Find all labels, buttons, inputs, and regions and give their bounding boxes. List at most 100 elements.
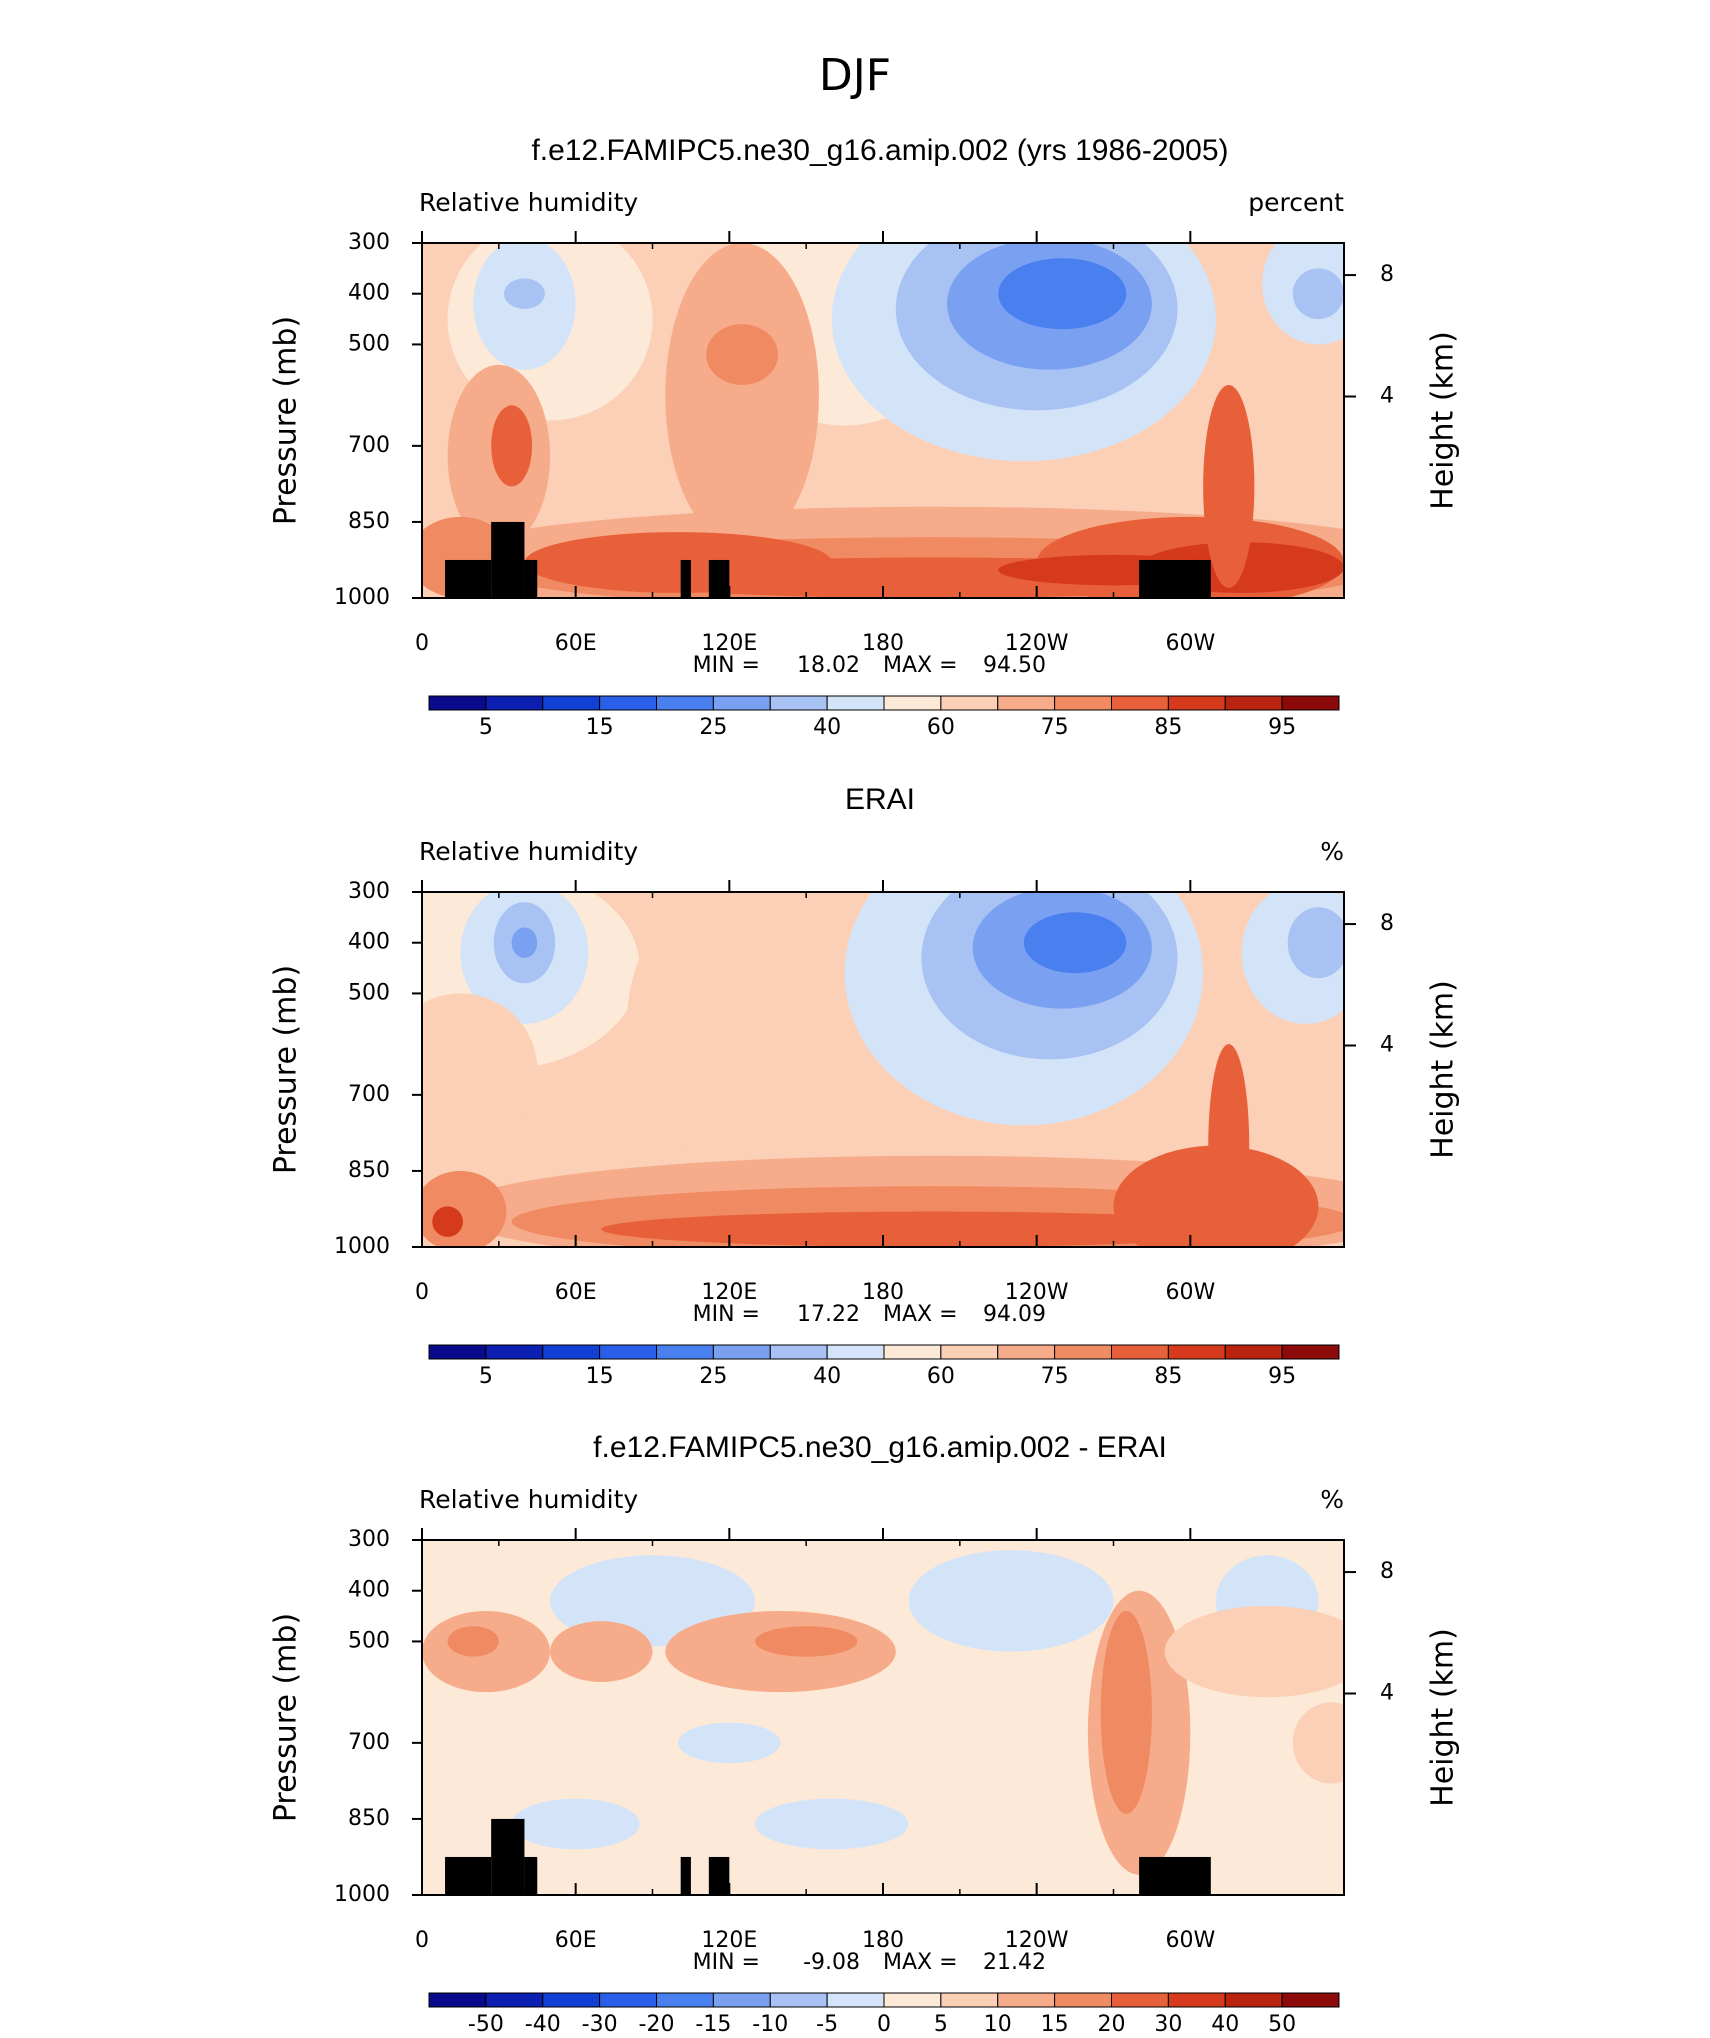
topography bbox=[491, 521, 525, 598]
y-tick-label: 850 bbox=[348, 509, 390, 534]
colorbar-box bbox=[656, 695, 714, 711]
colorbar-label: -10 bbox=[752, 2012, 788, 2037]
colorbar-box bbox=[712, 695, 771, 711]
colorbar-box bbox=[1111, 695, 1169, 711]
colorbar-box bbox=[1281, 695, 1340, 711]
colorbar-box bbox=[599, 1344, 657, 1360]
contour-fill bbox=[550, 1621, 653, 1682]
colorbar-box bbox=[599, 695, 657, 711]
panel-title: ERAI bbox=[845, 783, 915, 816]
topography bbox=[524, 559, 538, 598]
colorbar-label: -15 bbox=[695, 2012, 731, 2037]
contour-fill bbox=[1292, 1702, 1344, 1784]
y2-axis-label: Height (km) bbox=[1426, 1628, 1461, 1807]
colorbar-box bbox=[712, 1992, 771, 2008]
min-value: 17.22 bbox=[797, 1302, 860, 1327]
colorbar-label: 10 bbox=[984, 2012, 1012, 2037]
colorbar-label: 5 bbox=[934, 2012, 948, 2037]
max-value: 94.50 bbox=[983, 653, 1046, 678]
units-label: % bbox=[1320, 1485, 1344, 1514]
colorbar-label: 85 bbox=[1154, 1364, 1182, 1389]
colorbar-label: 5 bbox=[479, 715, 493, 740]
contour-fill bbox=[1287, 907, 1344, 979]
y-tick-label: 500 bbox=[348, 980, 390, 1005]
contour-fill bbox=[511, 927, 538, 958]
contour-fill bbox=[1100, 1611, 1152, 1814]
panel-title: f.e12.FAMIPC5.ne30_g16.amip.002 (yrs 198… bbox=[531, 134, 1228, 167]
contour-fill bbox=[432, 1206, 463, 1237]
colorbar-label: 50 bbox=[1268, 2012, 1296, 2037]
colorbar-label: 75 bbox=[1041, 715, 1069, 740]
contour-fill bbox=[422, 1170, 507, 1247]
x-tick-label: 120W bbox=[1005, 1280, 1069, 1305]
max-label: MAX = bbox=[883, 653, 958, 678]
contour-fill bbox=[524, 532, 832, 593]
contour-fill bbox=[998, 258, 1127, 330]
y2-tick-label: 4 bbox=[1380, 1681, 1394, 1706]
colorbar-box bbox=[883, 1344, 942, 1360]
x-tick-label: 60E bbox=[555, 1928, 597, 1953]
min-label: MIN = bbox=[693, 653, 760, 678]
x-tick-label: 0 bbox=[415, 1280, 429, 1305]
contour-fill bbox=[706, 324, 778, 386]
x-tick-label: 60W bbox=[1165, 631, 1215, 656]
x-tick-label: 60W bbox=[1165, 1928, 1215, 1953]
contour-fill bbox=[422, 993, 538, 1146]
colorbar-label: 25 bbox=[699, 1364, 727, 1389]
y2-tick-label: 8 bbox=[1380, 262, 1394, 287]
colorbar-label: -50 bbox=[468, 2012, 504, 2037]
y-tick-label: 850 bbox=[348, 1158, 390, 1183]
y-axis-label: Pressure (mb) bbox=[269, 965, 304, 1174]
y-axis-label: Pressure (mb) bbox=[269, 1613, 304, 1822]
contour-fill bbox=[754, 1626, 858, 1657]
contour-fill bbox=[1203, 385, 1255, 588]
y-tick-label: 700 bbox=[348, 1730, 390, 1755]
colorbar-label: 40 bbox=[813, 1364, 841, 1389]
colorbar-label: 5 bbox=[479, 1364, 493, 1389]
colorbar-label: 40 bbox=[1211, 2012, 1239, 2037]
colorbar-box bbox=[428, 1992, 487, 2008]
y2-tick-label: 8 bbox=[1380, 1559, 1394, 1584]
colorbar-box bbox=[826, 695, 885, 711]
panel-title: f.e12.FAMIPC5.ne30_g16.amip.002 - ERAI bbox=[593, 1431, 1167, 1464]
contour-fill bbox=[908, 1550, 1114, 1652]
colorbar-label: -20 bbox=[639, 2012, 675, 2037]
colorbar-box bbox=[1281, 1344, 1340, 1360]
colorbar-label: 15 bbox=[1041, 2012, 1069, 2037]
x-tick-label: 180 bbox=[862, 1280, 904, 1305]
colorbar-label: 40 bbox=[813, 715, 841, 740]
colorbar-box bbox=[542, 1992, 601, 2008]
contour-fill bbox=[503, 278, 545, 309]
y2-axis-label: Height (km) bbox=[1426, 331, 1461, 510]
contour-fill bbox=[1164, 1605, 1344, 1698]
topography bbox=[708, 559, 730, 598]
colorbar-box bbox=[712, 1344, 771, 1360]
colorbar-box bbox=[428, 1344, 487, 1360]
contour-field bbox=[422, 1540, 1344, 1895]
colorbar-label: 85 bbox=[1154, 715, 1182, 740]
topography bbox=[680, 1856, 691, 1895]
colorbar-box bbox=[542, 695, 601, 711]
colorbar-box bbox=[769, 1344, 828, 1360]
y2-tick-label: 8 bbox=[1380, 911, 1394, 936]
colorbar-box bbox=[997, 1992, 1056, 2008]
y-tick-label: 700 bbox=[348, 1082, 390, 1107]
contour-fill bbox=[1208, 1044, 1250, 1247]
topography bbox=[1139, 559, 1211, 598]
colorbar-box bbox=[1224, 1344, 1283, 1360]
colorbar-label: -5 bbox=[816, 2012, 838, 2037]
y-tick-label: 400 bbox=[348, 930, 390, 955]
max-value: 21.42 bbox=[983, 1950, 1046, 1975]
colorbar-box bbox=[826, 1344, 885, 1360]
colorbar-label: 20 bbox=[1098, 2012, 1126, 2037]
colorbar-box bbox=[1167, 695, 1226, 711]
colorbar-box bbox=[1281, 1992, 1340, 2008]
units-label: % bbox=[1320, 837, 1344, 866]
topography bbox=[445, 1856, 492, 1895]
x-tick-label: 60E bbox=[555, 631, 597, 656]
colorbar-box bbox=[428, 695, 487, 711]
min-label: MIN = bbox=[693, 1950, 760, 1975]
y-tick-label: 300 bbox=[348, 230, 390, 255]
colorbar-box bbox=[940, 1344, 999, 1360]
